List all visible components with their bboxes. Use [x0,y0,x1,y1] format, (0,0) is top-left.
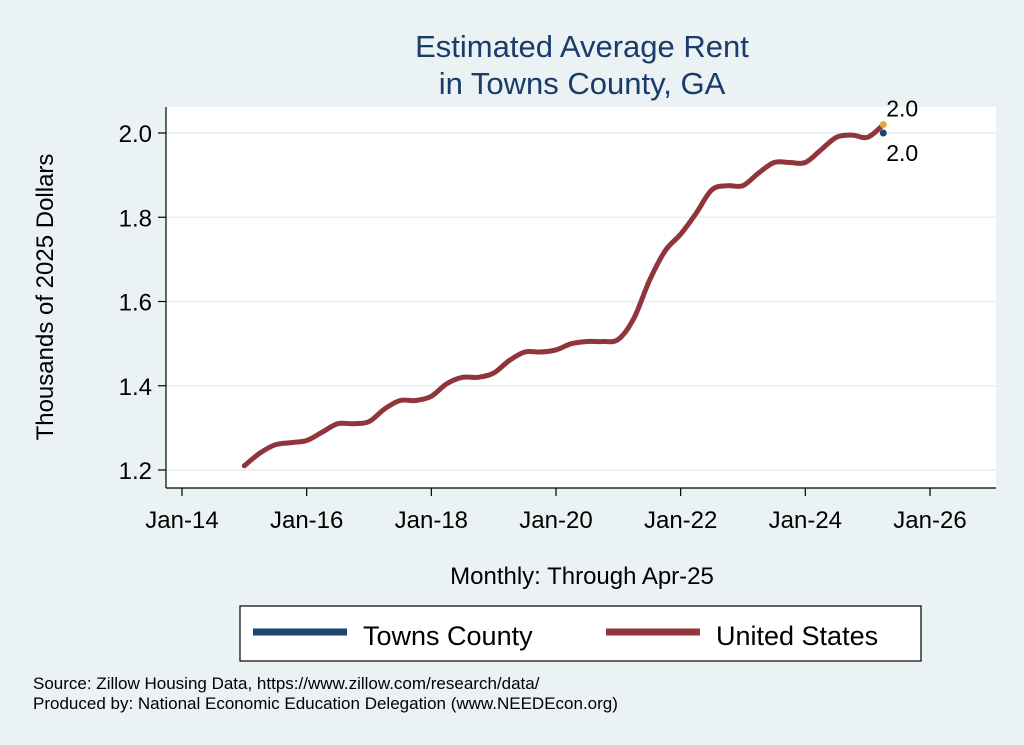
y-ticks: 1.2 1.4 1.6 1.8 2.0 [119,121,152,485]
x-tick-label: Jan-24 [769,507,842,534]
x-tick-label: Jan-16 [270,507,343,534]
y-tick-label: 2.0 [119,121,152,148]
gridlines [166,132,996,471]
y-tick-label: 1.4 [119,374,152,401]
x-tick-label: Jan-14 [145,507,218,534]
x-axis-title: Monthly: Through Apr-25 [450,563,714,590]
series-layer: 2.0 2.0 [241,96,918,469]
chart-title-line-2: in Towns County, GA [439,66,726,101]
x-tick-label: Jan-22 [644,507,717,534]
legend: Towns County United States [239,605,922,662]
y-axis-title: Thousands of 2025 Dollars [32,154,59,441]
series-line-united-states [241,122,886,469]
towns-county-end-label: 2.0 [886,140,918,166]
x-tick-label: Jan-20 [519,507,592,534]
legend-label-towns-county: Towns County [363,621,533,651]
x-tick-label: Jan-18 [395,507,468,534]
x-tick-label: Jan-26 [893,507,966,534]
chart-title-line-1: Estimated Average Rent [415,29,749,64]
y-tick-label: 1.6 [119,290,152,317]
towns-county-point [879,129,887,137]
x-ticks: Jan-14 Jan-16 Jan-18 Jan-20 Jan-22 Jan-2… [145,507,966,534]
produced-by-note: Produced by: National Economic Education… [33,694,618,713]
axes [158,107,996,496]
y-tick-label: 1.2 [119,458,152,485]
plot-area [166,107,996,488]
legend-box [239,605,922,662]
source-note: Source: Zillow Housing Data, https://www… [33,674,540,693]
united-states-end-marker [879,121,887,129]
legend-label-united-states: United States [716,621,878,651]
united-states-end-label: 2.0 [886,96,918,122]
y-tick-label: 1.8 [119,205,152,232]
